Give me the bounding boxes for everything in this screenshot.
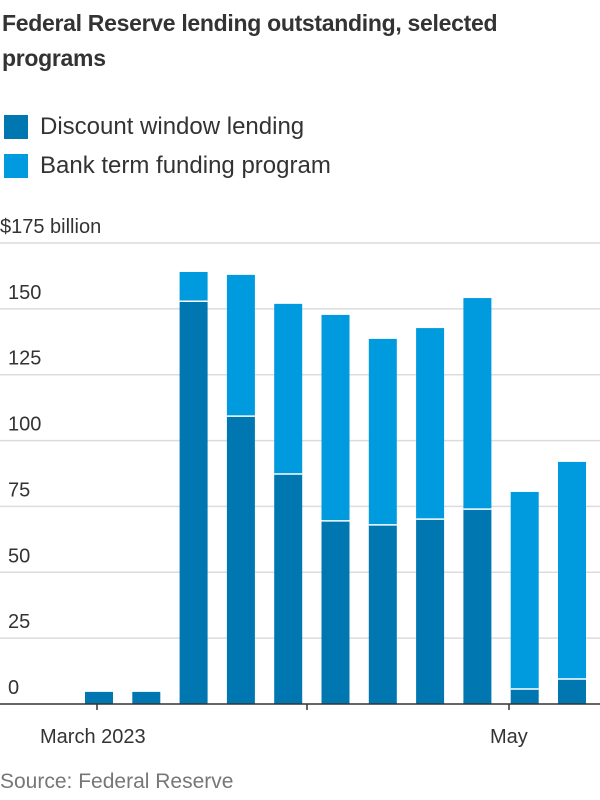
y-tick-label: 150 [8,282,41,304]
bar-discount [179,301,208,704]
bar-btfp [463,298,492,510]
legend-label: Bank term funding program [40,152,331,179]
legend-item-discount: Discount window lending [4,113,304,141]
legend-item-btfp: Bank term funding program [4,152,331,180]
bar-btfp [274,303,303,475]
bar-discount [510,688,539,704]
bar-discount [321,520,350,704]
bar-discount [558,678,586,704]
bar-discount [132,691,161,704]
bar-btfp [368,338,397,525]
y-tick-label: 50 [8,545,30,567]
bar-discount [274,474,303,704]
source-note: Source: Federal Reserve [0,770,234,793]
bar-btfp [226,274,255,417]
bar-discount [368,524,397,704]
legend-swatch-btfp [4,154,28,178]
bar-discount [85,691,113,704]
bar-discount [226,416,255,704]
bar-btfp [416,328,445,520]
chart-plot: 0 25 50 75 100 125 150 $175 billion March 2023 Ma… [0,216,600,748]
x-tick-label: March 2023 [40,726,146,748]
bar-btfp [510,491,539,689]
legend-label: Discount window lending [40,113,305,140]
bar-discount [416,519,445,704]
chart-title: Federal Reserve lending outstanding, sel… [2,10,498,71]
y-tick-label: $175 billion [0,216,101,238]
y-tick-label: 75 [8,479,30,501]
bar-discount [463,509,492,704]
y-tick-label: 125 [8,348,41,370]
bar-btfp [321,314,350,521]
x-tick-label: May [490,726,528,748]
bar-btfp [179,271,208,302]
y-tick-label: 0 [8,677,19,699]
legend-swatch-discount [4,115,28,139]
y-tick-label: 25 [8,611,30,633]
bar-btfp [558,461,586,679]
y-tick-label: 100 [8,414,41,436]
